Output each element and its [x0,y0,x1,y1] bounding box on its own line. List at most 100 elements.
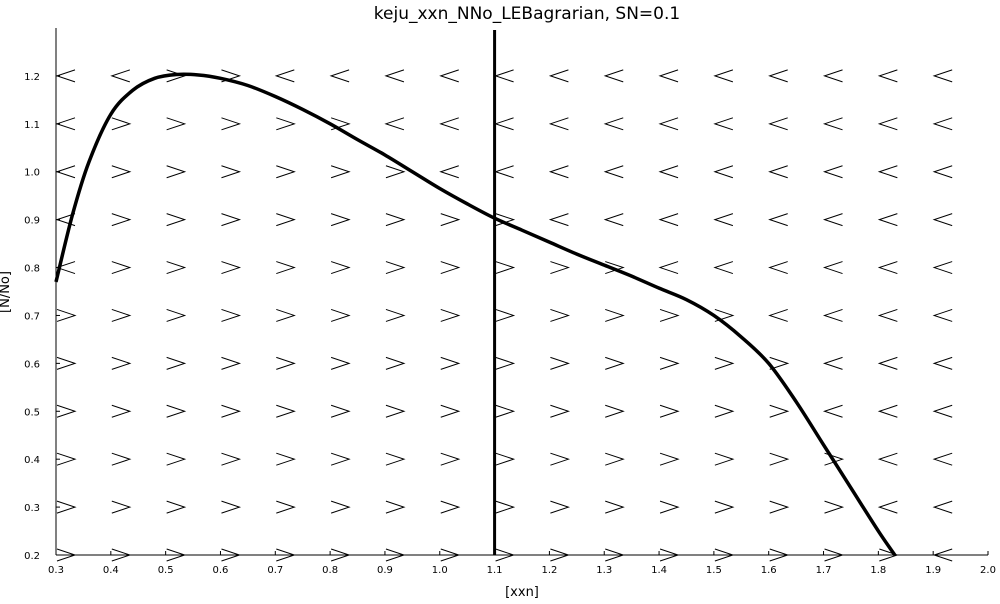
field-mark [495,452,516,466]
field-mark [550,404,570,418]
series-line [54,72,897,556]
direction-field [55,69,953,562]
field-mark [768,308,788,322]
field-mark [932,404,953,418]
field-mark [330,213,351,227]
field-mark [439,117,459,131]
field-mark [385,500,406,514]
field-mark [550,356,570,370]
y-tick-label: 1.0 [24,168,40,179]
field-mark [877,452,898,466]
field-mark [166,213,187,227]
x-tick-label: 2.0 [980,565,996,576]
field-mark [932,356,953,370]
x-tick-label: 1.0 [432,565,448,576]
field-mark [550,500,570,514]
field-mark [932,261,953,275]
field-mark [111,404,132,418]
field-mark [495,404,516,418]
field-mark [768,117,788,131]
field-mark [659,500,680,514]
field-mark [714,500,735,514]
field-mark [166,308,187,322]
x-tick-label: 1.1 [487,565,503,576]
field-mark [659,404,680,418]
field-mark [605,404,625,418]
field-mark [495,308,516,322]
y-axis-label: [N/No] [0,271,13,313]
field-mark [548,213,569,227]
field-mark [274,69,295,83]
x-tick-label: 1.2 [541,565,557,576]
field-mark [550,452,570,466]
field-mark [769,452,790,466]
field-mark [385,308,406,322]
field-mark [769,356,790,370]
field-mark [714,452,735,466]
field-mark [713,261,734,275]
field-mark [822,308,843,322]
field-mark [548,69,569,83]
field-mark [495,500,516,514]
field-mark [440,261,461,275]
x-tick-label: 0.4 [103,565,119,576]
field-mark [932,69,953,83]
field-mark [385,261,406,275]
field-mark [221,452,242,466]
field-mark [385,213,406,227]
field-mark [550,308,570,322]
field-mark [440,213,461,227]
field-mark [166,356,187,370]
axes: 0.3 0.4 0.5 0.6 0.7 0.8 0.9 1.0 1.1 1.2 1.3 1.4 1.5 1… [24,28,996,576]
field-mark [384,69,405,83]
field-mark [659,452,680,466]
y-tick-label: 0.5 [24,407,40,418]
field-mark [713,69,734,83]
field-mark [605,356,625,370]
field-mark [440,308,461,322]
field-mark [932,452,953,466]
x-tick-label: 1.3 [596,565,612,576]
field-mark [110,69,130,83]
field-mark [822,117,843,131]
field-mark [877,117,898,131]
field-mark [111,452,132,466]
field-mark [111,261,132,275]
field-mark [603,117,624,131]
field-mark [494,165,514,179]
field-mark [822,356,843,370]
y-tick-label: 0.7 [24,311,40,322]
field-mark [111,308,132,322]
field-mark [221,165,242,179]
field-mark [440,500,461,514]
y-tick-label: 0.2 [24,551,40,562]
field-mark [384,117,405,131]
field-mark [276,117,296,131]
field-mark [768,261,788,275]
y-tick-label: 0.6 [24,359,40,370]
x-tick-label: 1.6 [761,565,777,576]
field-mark [56,500,77,514]
field-mark [658,117,679,131]
field-mark [713,165,734,179]
field-mark [494,69,514,83]
field-mark [603,69,624,83]
x-tick-label: 0.5 [158,565,174,576]
field-mark [439,165,459,179]
field-mark [658,213,679,227]
field-mark [877,356,898,370]
field-mark [822,261,843,275]
chart-title: keju_xxn_NNo_LEBagrarian, SN=0.1 [374,4,680,24]
field-mark [276,165,296,179]
field-mark [330,261,351,275]
field-mark [56,356,77,370]
field-mark [932,308,953,322]
field-mark [276,404,296,418]
field-mark [659,308,680,322]
field-mark [56,308,77,322]
y-tick-label: 0.4 [24,455,40,466]
field-mark [276,356,296,370]
field-mark [932,213,953,227]
